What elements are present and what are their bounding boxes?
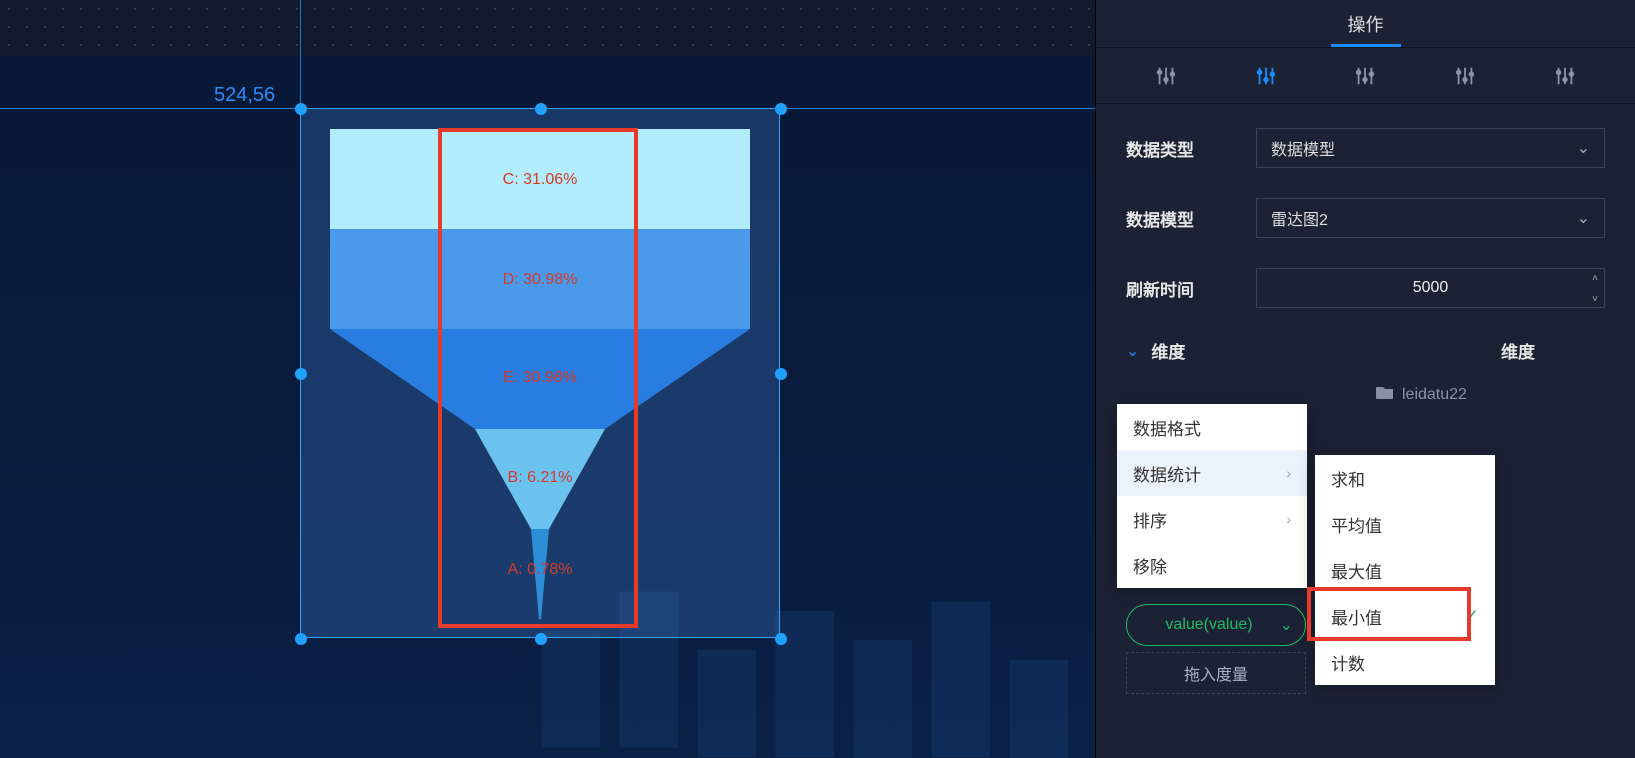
chevron-down-icon: ⌄	[1577, 208, 1590, 228]
measure-pill-label: value(value)	[1165, 616, 1252, 634]
subtab-4[interactable]	[1554, 65, 1576, 87]
field-data-type: 数据类型 数据模型 ⌄	[1126, 128, 1605, 168]
folder-row[interactable]: leidatu22	[1376, 385, 1605, 405]
dimension-title: 维度	[1151, 338, 1185, 363]
field-refresh: 刷新时间 5000 ˄ ˅	[1126, 268, 1605, 308]
field-data-model: 数据模型 雷达图2 ⌄	[1126, 198, 1605, 238]
menu-item[interactable]: 数据统计›	[1117, 450, 1307, 496]
measure-pill[interactable]: value(value) ⌄	[1126, 604, 1306, 646]
folder-icon	[1376, 385, 1394, 405]
funnel-label-C: C: 31.06%	[330, 171, 750, 189]
submenu-item[interactable]: 最大值	[1315, 547, 1495, 593]
funnel-label-B: B: 6.21%	[330, 469, 750, 487]
subtab-0[interactable]	[1155, 65, 1177, 87]
subtab-2[interactable]	[1354, 65, 1376, 87]
selection-handle[interactable]	[295, 368, 307, 380]
selection-handle[interactable]	[775, 368, 787, 380]
dimension-section-header[interactable]: ⌄ 维度 维度	[1126, 338, 1605, 363]
selection-handle[interactable]	[295, 633, 307, 645]
submenu-item[interactable]: 平均值	[1315, 501, 1495, 547]
funnel-label-E: E: 30.98%	[330, 369, 750, 387]
panel-tab-operate[interactable]: 操作	[1348, 11, 1384, 37]
chevron-down-icon: ⌄	[1126, 341, 1139, 361]
label-data-model: 数据模型	[1126, 206, 1256, 231]
selection-handle[interactable]	[775, 103, 787, 115]
menu-item[interactable]: 移除	[1117, 542, 1307, 588]
ruler-guide-vertical	[300, 0, 301, 108]
tab-underline	[1331, 44, 1401, 47]
label-refresh: 刷新时间	[1126, 276, 1256, 301]
label-data-type: 数据类型	[1126, 136, 1256, 161]
menu-item[interactable]: 排序›	[1117, 496, 1307, 542]
subtab-3[interactable]	[1454, 65, 1476, 87]
select-data-model[interactable]: 雷达图2 ⌄	[1256, 198, 1605, 238]
submenu-item[interactable]: 计数	[1315, 639, 1495, 685]
chevron-down-icon: ⌄	[1280, 615, 1293, 635]
selection-handle[interactable]	[535, 103, 547, 115]
menu-item[interactable]: 数据格式	[1117, 404, 1307, 450]
drop-target-label: 拖入度量	[1184, 661, 1248, 685]
selection-box[interactable]: C: 31.06% D: 30.98% E: 30.98% B: 6.21% A: 0.…	[300, 108, 780, 638]
folder-name: leidatu22	[1402, 386, 1467, 404]
coord-label: 524,56	[214, 84, 275, 107]
context-menu[interactable]: 数据格式数据统计›排序›移除	[1117, 404, 1307, 588]
input-refresh[interactable]: 5000 ˄ ˅	[1256, 268, 1605, 308]
panel-body: 数据类型 数据模型 ⌄ 数据模型 雷达图2 ⌄ 刷新时间 5000 ˄ ˅	[1096, 104, 1635, 405]
ruler-top	[0, 0, 1095, 56]
step-down-icon[interactable]: ˅	[1592, 294, 1598, 305]
panel-subtab-row	[1096, 48, 1635, 104]
measure-drop-target[interactable]: 拖入度量	[1126, 652, 1306, 694]
select-data-model-value: 雷达图2	[1271, 206, 1328, 230]
funnel-label-A: A: 0.78%	[330, 561, 750, 579]
step-up-icon[interactable]: ˄	[1592, 273, 1598, 284]
input-refresh-value: 5000	[1413, 279, 1449, 297]
select-data-type[interactable]: 数据模型 ⌄	[1256, 128, 1605, 168]
context-submenu[interactable]: 求和平均值最大值最小值✓计数	[1315, 455, 1495, 685]
subtab-1[interactable]	[1255, 65, 1277, 87]
panel-tab-row: 操作	[1096, 0, 1635, 48]
submenu-item[interactable]: 求和	[1315, 455, 1495, 501]
selection-handle[interactable]	[535, 633, 547, 645]
funnel-label-D: D: 30.98%	[330, 271, 750, 289]
select-data-type-value: 数据模型	[1271, 136, 1335, 160]
chevron-down-icon: ⌄	[1577, 138, 1590, 158]
funnel-chart: C: 31.06% D: 30.98% E: 30.98% B: 6.21% A: 0.…	[330, 129, 750, 619]
selection-handle[interactable]	[295, 103, 307, 115]
selection-handle[interactable]	[775, 633, 787, 645]
number-steppers[interactable]: ˄ ˅	[1592, 273, 1598, 305]
submenu-item[interactable]: 最小值✓	[1315, 593, 1495, 639]
dimension-title-2: 维度	[1501, 338, 1535, 363]
